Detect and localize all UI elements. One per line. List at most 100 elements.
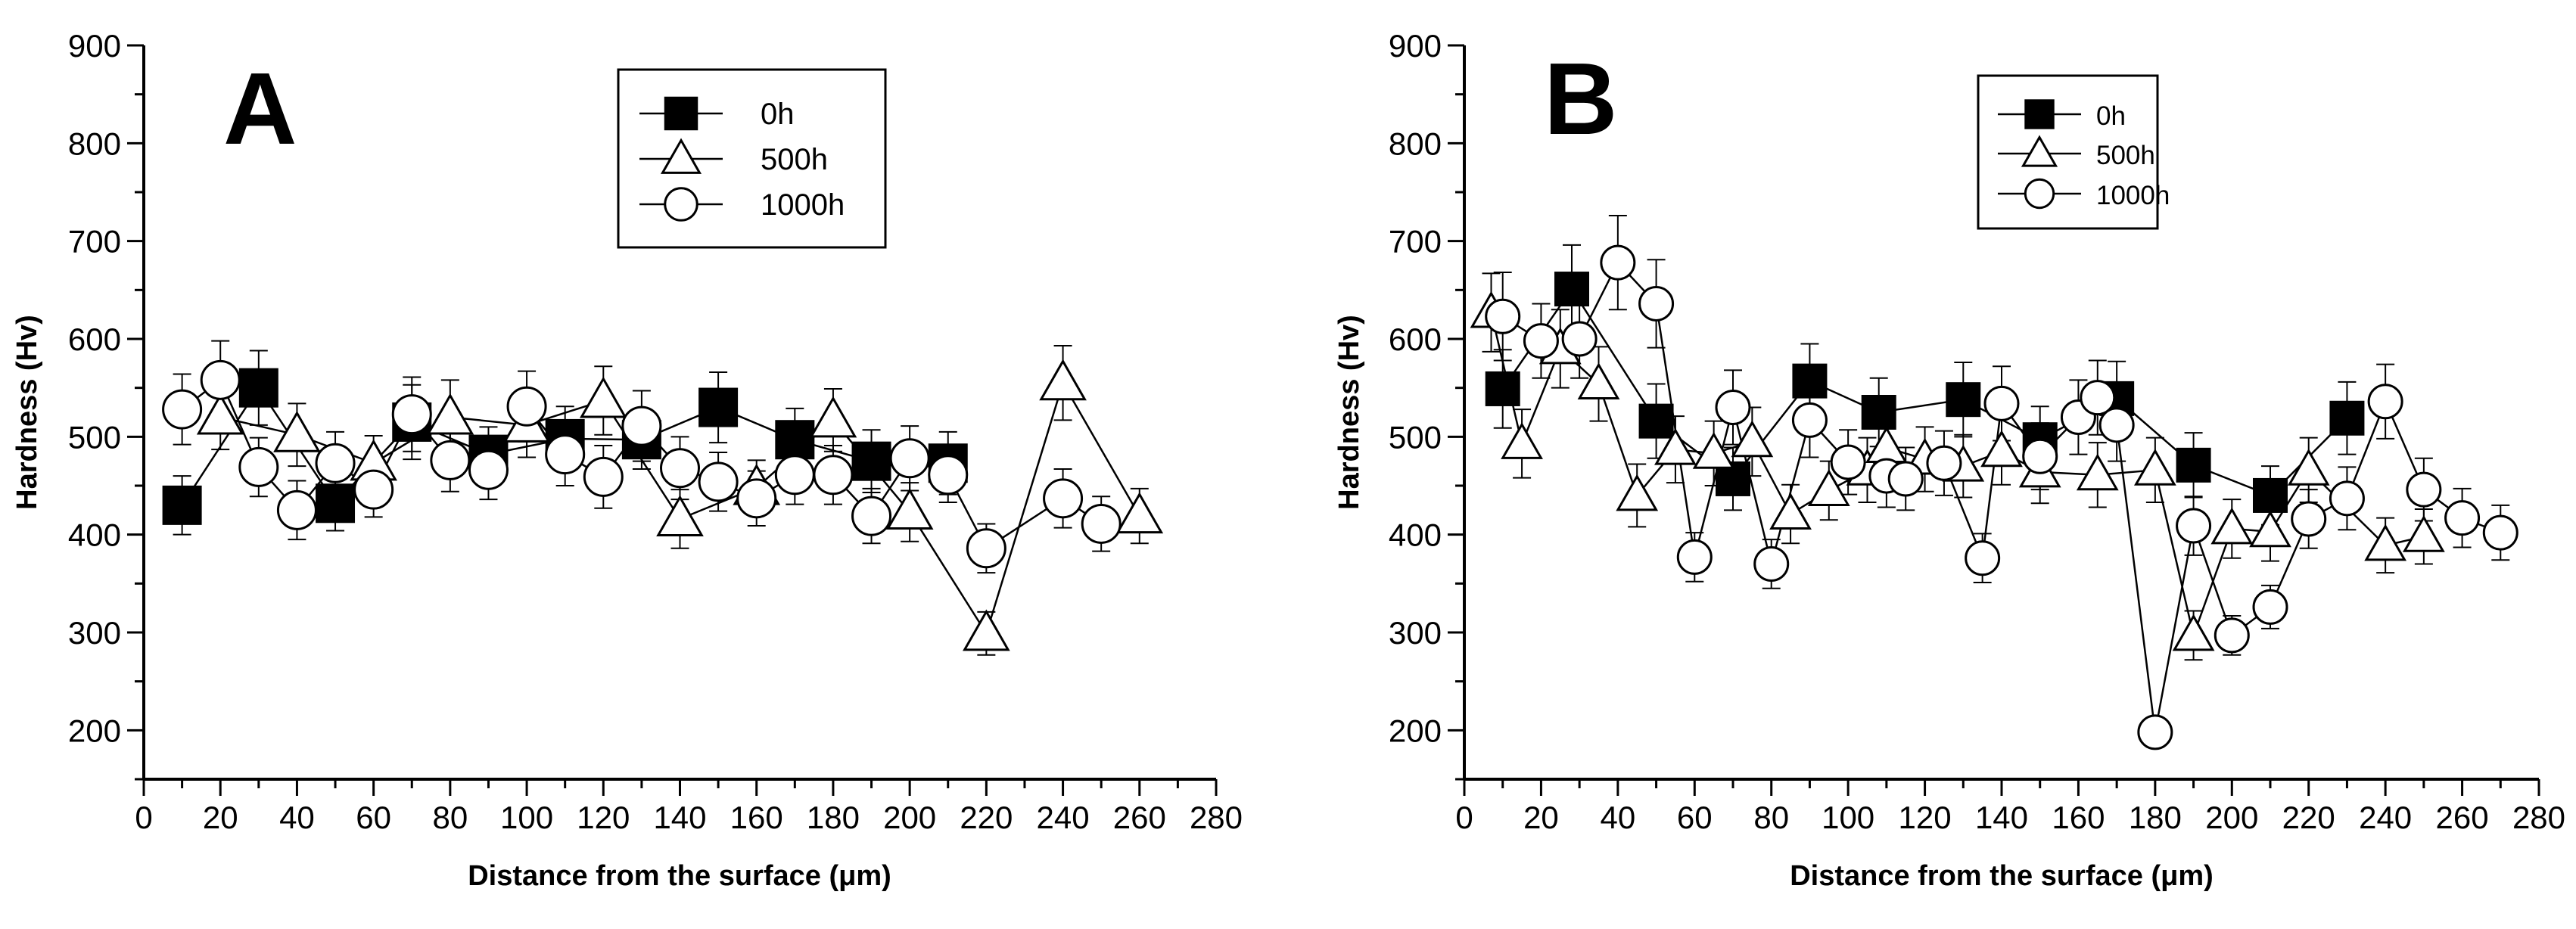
panel-b-series-500h-point — [2133, 448, 2176, 486]
panel-b-series-1000h-point — [1485, 298, 1521, 334]
panel-b-series-500h-point — [1980, 430, 2023, 468]
panel-a-series-0h-point — [698, 387, 739, 427]
panel-b-series-500h-point — [1865, 426, 1908, 464]
panel-a-series-500h-point — [426, 393, 474, 435]
panel-a-y-tick-label: 800 — [68, 126, 121, 161]
panel-b-legend-marker-500h — [2021, 135, 2058, 167]
panel-b-series-1000h-point — [1926, 445, 1962, 481]
panel-a-y-tick-label: 500 — [68, 419, 121, 455]
panel-a-series-1000h-point — [851, 496, 892, 536]
panel-a-x-tick-label: 120 — [577, 800, 630, 835]
panel-a-series-1000h-point — [928, 455, 969, 496]
panel-a-x-tick-label: 80 — [432, 800, 468, 835]
panel-a-series-500h-point — [656, 495, 704, 537]
panel-a-series-1000h-point — [353, 469, 394, 510]
panel-b-legend: 0h 500h 1000h — [1977, 74, 2170, 230]
panel-a-legend-label-1000h: 1000h — [761, 188, 845, 222]
panel-b-series-500h-point — [1692, 431, 1735, 469]
panel-a-y-tick-label: 300 — [68, 615, 121, 651]
panel-a-y-tick-label: 900 — [68, 28, 121, 64]
panel-b-series-500h-point — [2249, 510, 2291, 548]
panel-a-series-1000h-point — [889, 438, 930, 479]
panel-b-series-1000h-point — [2022, 438, 2058, 474]
panel-a-series-0h-point — [238, 368, 278, 408]
panel-b-y-tick-label: 600 — [1389, 322, 1442, 357]
panel-b-legend-marker-1000h — [2024, 178, 2055, 210]
panel-b-x-tick-label: 80 — [1753, 800, 1789, 835]
panel-a-series-1000h-point — [660, 448, 700, 489]
panel-b-x-tick-label: 280 — [2512, 800, 2565, 835]
panel-b-y-tick-label: 500 — [1389, 419, 1442, 455]
panel-a-series-500h-point — [809, 396, 857, 438]
panel-b-series-0h-point — [2176, 447, 2211, 483]
panel-b-series-1000h-point — [2482, 514, 2518, 551]
panel-b-y-tick-label: 300 — [1389, 615, 1442, 651]
panel-b-series-1000h-point — [2252, 589, 2288, 625]
panel-b-x-tick-label: 60 — [1677, 800, 1713, 835]
panel-a-series-0h-point — [162, 485, 202, 525]
panel-a-x-tick-label: 200 — [883, 800, 936, 835]
panel-b-x-tick-label: 220 — [2282, 800, 2335, 835]
panel-a-series-500h-point — [579, 376, 627, 418]
panel-a-legend: 0h 500h 1000h — [617, 68, 887, 249]
panel-b-series-0h-point — [1485, 371, 1520, 406]
panel-b-markers — [1470, 244, 2518, 750]
panel-b-y-tick-label: 200 — [1389, 713, 1442, 748]
panel-b-series-1000h-point — [2176, 508, 2212, 544]
panel-b-series-0h-point — [2329, 400, 2365, 436]
panel-a-legend-marker-500h — [660, 138, 702, 174]
panel-a-legend-label-500h: 500h — [761, 143, 828, 176]
panel-a-series-500h-point — [1039, 359, 1087, 401]
panel-b-legend-marker-0h — [2024, 99, 2055, 129]
panel-a-markers — [162, 359, 1164, 651]
panel-b-series-1000h-point — [1830, 444, 1866, 480]
panel-a-x-tick-label: 140 — [653, 800, 706, 835]
panel-a-y-tick-label: 700 — [68, 224, 121, 259]
panel-a-series-1000h-point — [583, 456, 624, 497]
panel-a-series-0h-point — [316, 483, 356, 524]
panel-a-x-tick-label: 280 — [1190, 800, 1243, 835]
panel-b-series-500h-point — [1577, 362, 1620, 399]
panel-a-series-1000h-point — [1081, 503, 1122, 544]
panel-b-series-1000h-point — [1600, 244, 1636, 281]
panel-b-series-0h-point — [1554, 272, 1589, 307]
panel-a-label: A — [223, 51, 297, 166]
panel-a-series-1000h-point — [162, 389, 203, 430]
panel-a-y-tick-label: 200 — [68, 713, 121, 748]
panel-a-series-1000h-point — [813, 455, 854, 496]
panel-a-series-1000h-point — [736, 478, 777, 519]
panel-b-series-1000h-point — [2329, 480, 2365, 517]
panel-b-series-1000h-point — [2291, 501, 2327, 537]
panel-b-series-1000h-point — [2444, 500, 2481, 536]
panel-b-legend-label-1000h: 1000h — [2096, 181, 2170, 210]
panel-b-series-1000h-point — [1715, 390, 1751, 426]
panel-a-series-0h-point — [851, 441, 891, 481]
panel-b-series-0h-point — [1861, 395, 1896, 430]
panel-b-series-1000h-point — [1983, 385, 2020, 421]
panel-a-series-1000h-point — [468, 449, 509, 490]
panel-a-series-1000h-point — [545, 434, 586, 475]
panel-b-series-500h-point — [2076, 453, 2119, 491]
panel-b-x-tick-label: 140 — [1975, 800, 2028, 835]
panel-b-series-500h-point — [1654, 427, 1697, 465]
panel-a-x-tick-label: 20 — [203, 800, 238, 835]
panel-b-series-1000h-point — [1676, 539, 1713, 575]
panel-a-y-axis-title: Hardness (Hv) — [11, 315, 43, 510]
panel-a-series-500h-point — [273, 410, 321, 452]
panel-b-series-1000h-point — [2214, 617, 2250, 654]
panel-a-x-axis-title: Distance from the surface (μm) — [468, 860, 891, 892]
panel-a-x-tick-label: 260 — [1113, 800, 1166, 835]
panel-b-x-tick-label: 100 — [1822, 800, 1874, 835]
panel-b-series-500h-point — [1807, 469, 1850, 506]
panel-b-series-1000h-point — [1523, 323, 1559, 359]
panel-b-y-axis-title: Hardness (Hv) — [1333, 315, 1365, 510]
panel-b-series-500h-point — [1769, 492, 1812, 530]
panel-b-x-tick-label: 260 — [2436, 800, 2489, 835]
panel-a-series-1000h-point — [238, 446, 279, 487]
panel-a-series-500h-point — [963, 609, 1010, 651]
panel-a-series-500h-point — [1115, 492, 1164, 534]
panel-b-y-tick-label: 800 — [1389, 126, 1442, 161]
panel-a-x-tick-label: 0 — [135, 800, 152, 835]
panel-a-chart: 0 20 40 60 80 100 120 140 160 180 200 220 240 260 280 2… — [11, 28, 1243, 892]
panel-a-series-1000h-point — [774, 455, 815, 496]
